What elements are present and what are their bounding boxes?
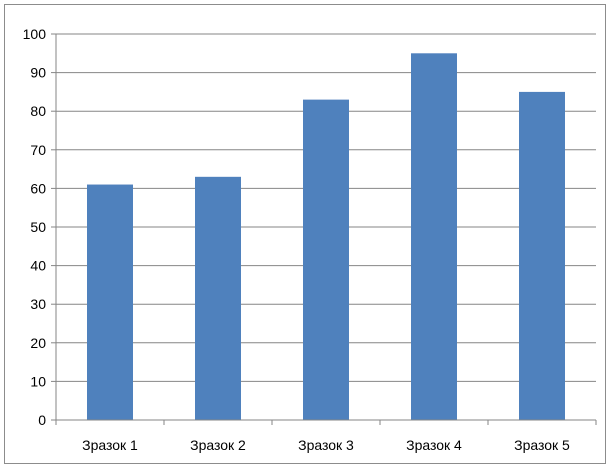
- bar-3: [303, 99, 349, 421]
- y-tick-label: 70: [30, 142, 46, 158]
- bar-1: [87, 184, 133, 420]
- axes: [51, 33, 597, 425]
- gridlines: [56, 33, 596, 382]
- y-tick-label: 30: [30, 296, 46, 312]
- x-tick-label: Зразок 1: [82, 437, 138, 453]
- bar-2: [195, 176, 241, 420]
- y-tick-label: 20: [30, 335, 46, 351]
- y-tick-label: 90: [30, 65, 46, 81]
- x-tick-labels: Зразок 1 Зразок 2 Зразок 3 Зразок 4 Зразок 5: [82, 437, 570, 453]
- x-tick-label: Зразок 4: [406, 437, 462, 453]
- y-tick-label: 10: [30, 373, 46, 389]
- y-tick-label: 60: [30, 180, 46, 196]
- y-tick-label: 40: [30, 258, 46, 274]
- bar-4: [411, 53, 457, 421]
- y-tick-label: 100: [23, 26, 47, 42]
- y-tick-label: 80: [30, 103, 46, 119]
- y-tick-label: 50: [30, 219, 46, 235]
- x-tick-label: Зразок 5: [514, 437, 570, 453]
- y-tick-labels: 0 10 20 30 40 50 60 70 80 90 100: [23, 26, 47, 428]
- bars: [87, 53, 565, 421]
- x-tick-label: Зразок 2: [190, 437, 246, 453]
- bar-5: [519, 91, 565, 421]
- y-tick-label: 0: [38, 412, 46, 428]
- x-tick-label: Зразок 3: [298, 437, 354, 453]
